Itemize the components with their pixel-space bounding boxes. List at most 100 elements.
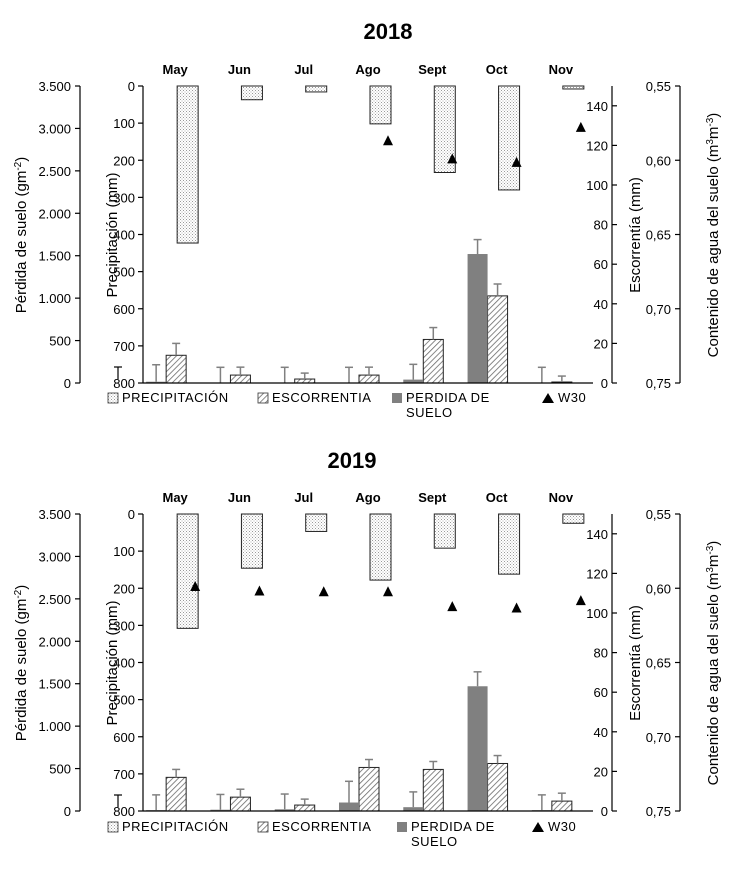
precipitation-bar xyxy=(562,513,585,524)
soil-water-tick-label: 0,75 xyxy=(646,376,671,391)
precipitation-tick-label: 500 xyxy=(113,693,135,708)
precipitation-tick-label: 400 xyxy=(113,228,135,243)
month-label: Sept xyxy=(418,490,447,505)
soil-water-axis-label: Contenido de agua del suelo (m3m-3) xyxy=(705,113,722,358)
w30-marker xyxy=(511,156,522,167)
w30-marker xyxy=(318,586,329,597)
precipitation-tick-label: 400 xyxy=(113,656,135,671)
soil-loss-tick-label: 0 xyxy=(64,804,71,819)
w30-markers xyxy=(190,581,586,613)
soil-water-tick-label: 0,70 xyxy=(646,302,671,317)
soil-loss-bar xyxy=(403,807,424,811)
precipitation-bars xyxy=(176,513,585,629)
soil-loss-tick-label: 3.000 xyxy=(38,121,71,136)
w30-markers xyxy=(383,121,586,167)
legend-label-w30: W30 xyxy=(558,390,586,405)
precipitation-bar xyxy=(176,85,199,244)
precipitation-bars xyxy=(176,85,585,244)
soil-loss-tick-label: 3.000 xyxy=(38,549,71,564)
month-label: Nov xyxy=(549,490,574,505)
w30-marker xyxy=(447,601,458,612)
runoff-tick-label: 100 xyxy=(586,178,608,193)
soil-loss-axis-label: Pérdida de suelo (gm-2) xyxy=(13,585,30,742)
precipitation-bar xyxy=(433,513,456,549)
precipitation-bar xyxy=(176,513,199,629)
w30-marker xyxy=(511,602,522,613)
soil-water-tick-label: 0,60 xyxy=(646,581,671,596)
legend-swatch-soil-loss xyxy=(392,393,402,403)
runoff-bar xyxy=(422,768,444,812)
w30-marker xyxy=(575,121,586,132)
legend-swatch-soil-loss xyxy=(397,822,407,832)
legend: PRECIPITACIÓN ESCORRENTIA PERDIDA DE SUEL… xyxy=(107,819,576,849)
month-label: Jul xyxy=(294,62,313,77)
runoff-tick-label: 20 xyxy=(594,336,608,351)
runoff-tick-label: 20 xyxy=(594,764,608,779)
legend-label-soil-loss: PERDIDA DE SUELO xyxy=(406,390,490,420)
month-label: Jun xyxy=(228,62,251,77)
precipitation-tick-label: 700 xyxy=(113,339,135,354)
soil-loss-tick-label: 1.500 xyxy=(38,677,71,692)
legend-swatch-precipitation xyxy=(107,821,119,833)
precipitation-bar xyxy=(305,513,328,532)
soil-loss-tick-label: 0 xyxy=(64,376,71,391)
legend-swatch-precipitation xyxy=(107,392,119,404)
precipitation-bar xyxy=(369,513,392,581)
soil-loss-tick-label: 1.000 xyxy=(38,719,71,734)
soil-water-tick-label: 0,55 xyxy=(646,507,671,522)
chart-panel-2018: 2018 May Jun Jul Ago Sept Oct Nov 0 500 1.000 1.5… xyxy=(13,19,722,420)
axes: 0 500 1.000 1.500 2.000 2.500 3.000 3.500 0 100 20… xyxy=(38,79,681,391)
runoff-bars xyxy=(165,283,573,384)
w30-marker xyxy=(190,581,201,592)
soil-loss-tick-label: 2.500 xyxy=(38,592,71,607)
runoff-tick-label: 60 xyxy=(594,257,608,272)
runoff-bar xyxy=(229,796,251,812)
w30-marker xyxy=(447,153,458,164)
legend-swatch-w30 xyxy=(532,822,544,832)
month-label: Ago xyxy=(355,62,380,77)
runoff-bar xyxy=(551,800,573,812)
soil-loss-tick-label: 1.000 xyxy=(38,291,71,306)
runoff-bars xyxy=(165,754,573,812)
runoff-bar xyxy=(358,374,380,384)
legend-label-runoff: ESCORRENTIA xyxy=(272,390,371,405)
legend-label-w30: W30 xyxy=(548,819,576,834)
precipitation-bar xyxy=(498,513,521,575)
precipitation-bar xyxy=(562,85,585,90)
month-labels: May Jun Jul Ago Sept Oct Nov xyxy=(162,62,573,77)
precipitation-tick-label: 600 xyxy=(113,302,135,317)
precipitation-bar xyxy=(433,85,456,174)
month-label: May xyxy=(162,490,188,505)
month-label: Oct xyxy=(486,62,508,77)
legend-label-precipitation: PRECIPITACIÓN xyxy=(122,819,229,834)
legend-swatch-w30 xyxy=(542,393,554,403)
precipitation-tick-label: 500 xyxy=(113,265,135,280)
runoff-tick-label: 0 xyxy=(601,376,608,391)
legend-label-runoff: ESCORRENTIA xyxy=(272,819,371,834)
soil-loss-tick-label: 3.500 xyxy=(38,507,71,522)
soil-water-tick-label: 0,55 xyxy=(646,79,671,94)
legend-swatch-runoff xyxy=(257,821,269,833)
w30-marker xyxy=(383,135,393,146)
soil-loss-tick-label: 500 xyxy=(49,762,71,777)
soil-loss-bar xyxy=(467,254,488,383)
runoff-bar xyxy=(487,295,509,384)
precipitation-axis-label: Precipitación (mm) xyxy=(104,172,121,297)
runoff-bar xyxy=(165,354,187,384)
runoff-tick-label: 60 xyxy=(594,685,608,700)
runoff-tick-label: 0 xyxy=(601,804,608,819)
runoff-bar xyxy=(294,804,316,812)
chart-title: 2019 xyxy=(328,448,377,473)
legend: PRECIPITACIÓN ESCORRENTIA PERDIDA DE SUEL… xyxy=(107,390,586,420)
soil-loss-tick-label: 3.500 xyxy=(38,79,71,94)
precipitation-bar xyxy=(240,85,263,101)
soil-loss-bar xyxy=(339,802,359,811)
legend-label-soil-loss: PERDIDA DE SUELO xyxy=(411,819,495,849)
month-label: May xyxy=(162,62,188,77)
soil-loss-tick-label: 2.000 xyxy=(38,634,71,649)
soil-loss-bar xyxy=(403,379,424,383)
precipitation-tick-label: 800 xyxy=(113,376,135,391)
precipitation-tick-label: 100 xyxy=(113,116,135,131)
soil-loss-bar xyxy=(274,809,295,811)
precipitation-tick-label: 200 xyxy=(113,581,135,596)
